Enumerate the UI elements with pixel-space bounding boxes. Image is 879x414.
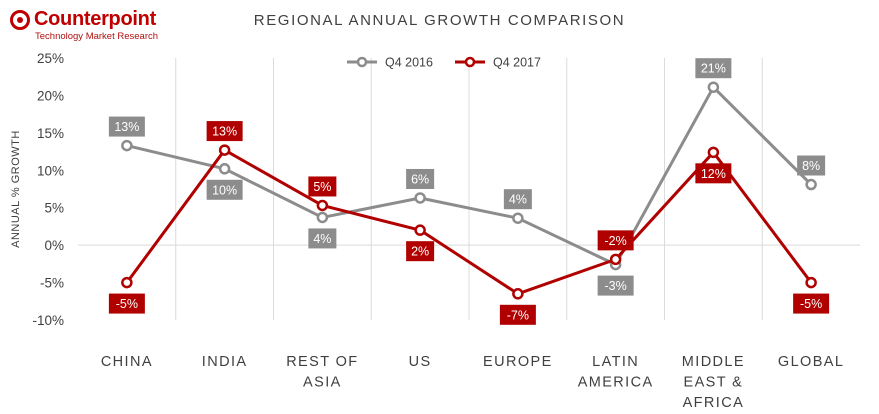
data-label-box xyxy=(597,230,634,251)
legend-label: Q4 2017 xyxy=(493,56,541,70)
x-tick-label: REST OF ASIA xyxy=(286,354,358,391)
data-label-box xyxy=(206,121,243,142)
chart-title: REGIONAL ANNUAL GROWTH COMPARISON xyxy=(253,12,626,29)
x-tick-label: GLOBAL xyxy=(778,354,844,370)
axis-layer: 25% 20% 15% 10% 5% 0% -5% -10% ANNUAL % GROWTH CH… xyxy=(10,51,844,411)
y-tick-label: 10% xyxy=(37,163,64,178)
x-tick-label-line: US xyxy=(409,354,432,370)
data-label-layer: 13% 10% 4% 6% 4% -3% 21% 8% -5% 13% 5% 2% -7% -2% 12% -… xyxy=(108,58,830,325)
data-label: -5% xyxy=(116,297,138,311)
data-label: -7% xyxy=(507,308,529,322)
y-tick-label: 15% xyxy=(37,126,64,141)
x-tick-label-line: AMERICA xyxy=(578,375,654,391)
data-label-box xyxy=(695,163,732,184)
x-tick-label: US xyxy=(409,354,432,370)
x-tick-label: EUROPE xyxy=(483,354,553,370)
data-label: 2% xyxy=(411,245,429,259)
data-point-marker xyxy=(121,139,133,152)
legend-label: Q4 2016 xyxy=(385,56,433,70)
y-tick-label: 5% xyxy=(44,201,64,216)
data-point-marker xyxy=(512,212,524,224)
data-label: 12% xyxy=(701,167,726,181)
x-tick-label-line: GLOBAL xyxy=(778,354,844,370)
legend-marker xyxy=(464,56,476,68)
brand-name: Counterpoint xyxy=(34,8,156,30)
y-tick-label: -10% xyxy=(32,313,64,328)
data-point-marker xyxy=(707,146,720,159)
data-label-box xyxy=(695,58,732,79)
x-tick-label: LATIN AMERICA xyxy=(578,354,654,391)
x-tick-label-line: CHINA xyxy=(101,354,153,370)
counterpoint-logo-icon xyxy=(10,10,30,30)
data-label: 4% xyxy=(313,232,331,246)
counterpoint-logo: Counterpoint Technology Market Research xyxy=(10,8,180,42)
data-point-marker xyxy=(805,276,817,289)
data-point-marker xyxy=(707,81,720,93)
data-label-box xyxy=(108,116,145,137)
y-tick-label: 20% xyxy=(37,88,64,103)
data-point-marker xyxy=(316,211,329,224)
data-label: 5% xyxy=(313,180,331,194)
data-label-box xyxy=(503,189,532,210)
data-point-marker xyxy=(121,276,133,289)
x-tick-label: MIDDLE EAST & AFRICA xyxy=(682,354,745,411)
data-point-marker xyxy=(316,199,329,212)
series-layer xyxy=(121,81,817,300)
data-label-box xyxy=(797,155,826,176)
x-tick-label-line: EUROPE xyxy=(483,354,553,370)
y-tick-label: 0% xyxy=(44,238,64,253)
data-label-box xyxy=(206,179,243,200)
x-tick-label-line: MIDDLE xyxy=(682,354,745,370)
x-tick-label-line: EAST & xyxy=(684,375,744,391)
series-line-q4-2016 xyxy=(126,85,813,267)
data-point-marker xyxy=(414,192,426,204)
data-label-box xyxy=(499,304,536,325)
data-label-box xyxy=(108,293,145,314)
data-point-marker xyxy=(609,253,622,266)
data-point-marker xyxy=(512,288,524,300)
data-label: 10% xyxy=(212,183,237,197)
grid-layer xyxy=(78,58,860,320)
x-tick-label-line: INDIA xyxy=(202,354,248,370)
data-label: 4% xyxy=(509,193,527,207)
brand-tagline: Technology Market Research xyxy=(35,31,159,42)
y-tick-label: -5% xyxy=(40,276,64,291)
legend: Q4 2016 Q4 2017 xyxy=(347,56,541,70)
data-label: -2% xyxy=(605,234,627,248)
x-tick-label-line: LATIN xyxy=(592,354,639,370)
data-point-marker xyxy=(218,163,231,175)
data-point-marker xyxy=(218,144,231,156)
data-label-box xyxy=(406,168,435,189)
data-label-box xyxy=(793,293,830,314)
data-label: 6% xyxy=(411,172,429,186)
data-point-marker xyxy=(805,178,817,191)
x-tick-label-line: REST OF xyxy=(286,354,358,370)
data-point-marker xyxy=(414,224,426,236)
data-label: -3% xyxy=(605,279,627,293)
y-tick-label: 25% xyxy=(37,51,64,66)
x-tick-label: INDIA xyxy=(202,354,248,370)
data-label: -5% xyxy=(800,297,822,311)
data-label-box xyxy=(406,241,435,262)
data-label: 21% xyxy=(701,62,726,76)
legend-marker xyxy=(356,56,368,68)
data-label: 13% xyxy=(212,125,237,139)
data-label-box xyxy=(308,176,337,197)
data-label: 13% xyxy=(114,120,139,134)
data-label: 8% xyxy=(802,159,820,173)
x-tick-label-line: AFRICA xyxy=(683,395,745,411)
data-label-box xyxy=(308,228,337,249)
data-label-box xyxy=(597,275,634,296)
x-tick-label: CHINA xyxy=(101,354,153,370)
y-axis-title: ANNUAL % GROWTH xyxy=(10,130,22,248)
x-tick-label-line: ASIA xyxy=(303,375,342,391)
